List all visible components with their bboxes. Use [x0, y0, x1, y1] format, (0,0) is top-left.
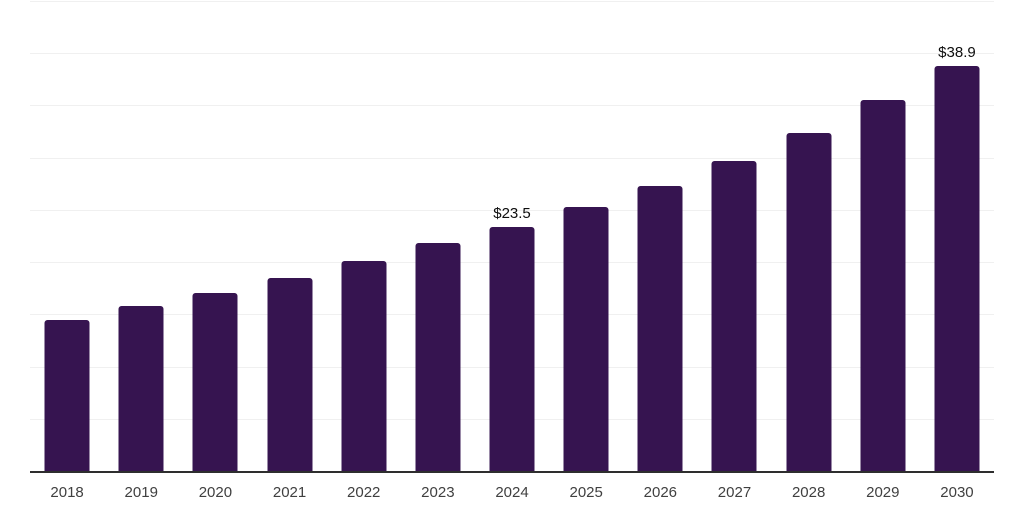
- bar-column-2024: $23.5: [475, 2, 549, 472]
- bar-2021: [267, 277, 313, 472]
- bar-2023: [415, 243, 461, 472]
- x-tick-label-2030: 2030: [940, 484, 974, 501]
- gridline-y-45: [30, 1, 994, 2]
- bar-2027: [711, 160, 757, 472]
- bar-column-2030: $38.9: [920, 2, 994, 472]
- data-label-2024: $23.5: [493, 204, 531, 222]
- bar-2018: [44, 319, 90, 472]
- bar-column-2025: [549, 2, 623, 472]
- x-tick-label-2022: 2022: [347, 484, 381, 501]
- x-axis-line: [30, 471, 994, 473]
- bar-2026: [637, 185, 683, 472]
- x-tick-label-2018: 2018: [50, 484, 84, 501]
- bar-column-2020: [178, 2, 252, 472]
- bar-column-2029: [846, 2, 920, 472]
- gridline-y-40: [30, 53, 994, 55]
- x-tick-label-2028: 2028: [791, 484, 826, 501]
- bar-2028: [786, 132, 832, 472]
- bar-2030: [934, 65, 980, 472]
- bar-column-2026: [623, 2, 697, 472]
- x-tick-label-2021: 2021: [272, 484, 307, 501]
- x-tick-label-2025: 2025: [569, 484, 603, 501]
- bar-column-2018: [30, 2, 104, 472]
- x-tick-label-2023: 2023: [421, 484, 455, 501]
- x-tick-label-2020: 2020: [198, 484, 233, 501]
- x-tick-label-2026: 2026: [643, 484, 678, 501]
- bar-column-2021: [252, 2, 326, 472]
- x-tick-label-2019: 2019: [124, 484, 158, 501]
- bar-column-2023: [401, 2, 475, 472]
- bar-column-2019: [104, 2, 178, 472]
- x-tick-label-2024: 2024: [495, 484, 529, 501]
- x-tick-label-2027: 2027: [717, 484, 752, 501]
- bar-column-2027: [697, 2, 771, 472]
- x-axis-tick-labels: 2018 2019 2020 2021 2022 2023 2024 2025 2026 2027…: [30, 483, 994, 503]
- plot-area: $23.5 $38.9: [30, 1, 994, 473]
- bar-2025: [563, 206, 609, 472]
- bar-column-2028: [772, 2, 846, 472]
- x-tick-label-2029: 2029: [866, 484, 900, 501]
- bar-2029: [860, 100, 906, 472]
- bar-column-2022: [327, 2, 401, 472]
- gridline-y-25: [30, 209, 994, 211]
- bar-2024: [489, 226, 535, 472]
- bar-2020: [192, 293, 238, 472]
- bar-2022: [341, 261, 387, 472]
- gridline-y-35: [30, 105, 994, 107]
- gridline-y-30: [30, 157, 994, 159]
- data-label-2030: $38.9: [938, 43, 976, 61]
- bar-2019: [118, 305, 164, 472]
- bars-group: $23.5 $38.9: [30, 2, 994, 472]
